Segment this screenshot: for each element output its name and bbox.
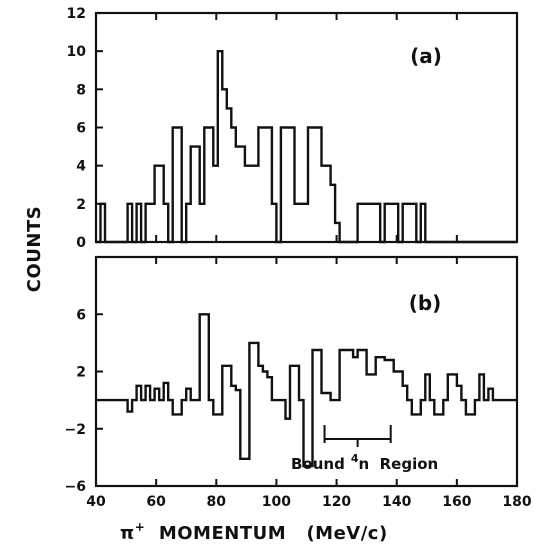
x-tick-label: 120	[322, 494, 351, 510]
x-tick-label: 140	[382, 494, 411, 510]
panel-b-label: (b)	[409, 291, 442, 315]
y-tick-label: 0	[76, 235, 86, 251]
panel-b-ticks: −6 −2 2 6	[65, 257, 458, 495]
bound-label-sup: 4	[351, 452, 359, 465]
bound-label-word: Bound	[291, 455, 345, 473]
bound-region-annotation: Bound 4n Region	[291, 425, 438, 473]
x-tick-label: 40	[86, 494, 106, 510]
y-tick-label: 2	[76, 365, 86, 381]
x-tick-label: 180	[502, 494, 531, 510]
panel-a-ticks: 0 2 4 6 8 10 12	[67, 6, 458, 251]
x-tick-label: 80	[207, 494, 227, 510]
x-axis-title-pi: π	[120, 523, 135, 544]
x-axis-title-sup: +	[135, 520, 146, 534]
x-axis-title: π+ MOMENTUM (MeV/c)	[120, 520, 388, 544]
y-axis-title: COUNTS	[24, 206, 45, 292]
y-tick-label: 10	[67, 44, 87, 60]
x-tick-label: 100	[262, 494, 291, 510]
x-axis-ticks: 40 60 80 100 120 140 160 180	[86, 494, 532, 510]
y-tick-label: 4	[76, 159, 86, 175]
y-tick-label: −2	[65, 422, 86, 438]
bound-label-rest: n Region	[359, 455, 439, 473]
series-a-histogram	[96, 50, 517, 244]
y-tick-label: 6	[76, 307, 86, 323]
panel-a-frame	[94, 11, 519, 244]
y-tick-label: 8	[76, 82, 86, 98]
x-tick-label: 60	[146, 494, 166, 510]
x-axis-title-rest: MOMENTUM (MeV/c)	[145, 523, 387, 544]
y-tick-label: −6	[65, 479, 86, 495]
y-tick-label: 6	[76, 121, 86, 137]
y-tick-label: 2	[76, 197, 86, 213]
bound-region-label: Bound 4n Region	[291, 452, 438, 473]
y-tick-label: 12	[67, 6, 86, 22]
panel-a-label: (a)	[410, 44, 442, 68]
panel-b-frame	[94, 255, 519, 488]
series-b-histogram	[96, 313, 517, 468]
x-tick-label: 160	[442, 494, 471, 510]
